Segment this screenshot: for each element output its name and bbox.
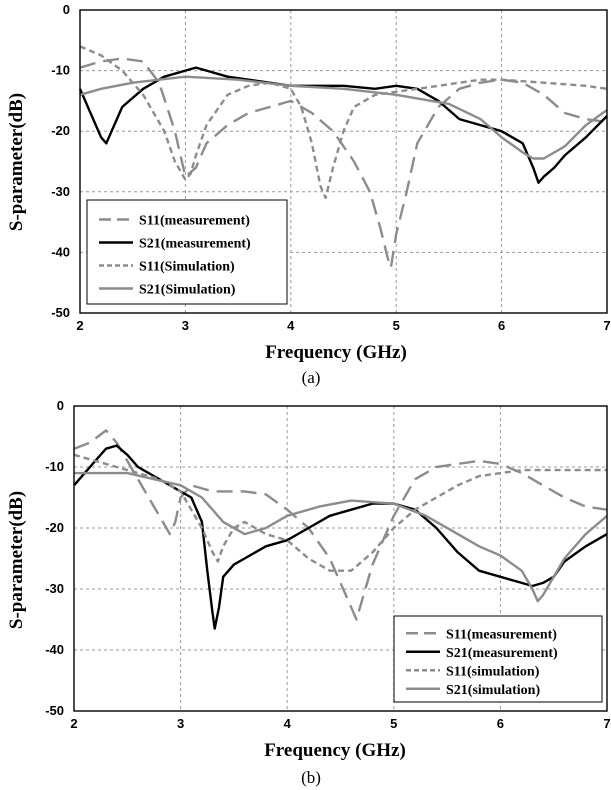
- chart-a-x-axis-label: Frequency (GHz): [265, 342, 407, 363]
- chart-a-legend-entry: S11(Simulation): [139, 260, 235, 275]
- chart-a-y-tick-label: -40: [51, 244, 70, 259]
- chart-a-series-line-3: [79, 75, 608, 160]
- chart-b-x-tick-label: 6: [497, 716, 504, 731]
- chart-a-plot-frame: [79, 9, 608, 314]
- chart-b-x-tick-label: 4: [284, 716, 292, 731]
- chart-a: 2 3 4 5 6 7 0 -10 -20 -30 -40 -50 Frequency (GHz) S-p…: [6, 2, 611, 387]
- chart-b-y-axis-label: S-parameter(dB): [6, 491, 27, 629]
- chart-b-y-tick-label: -10: [45, 459, 64, 474]
- chart-a-series-line-2: [79, 45, 608, 200]
- chart-a-x-tick-label: 6: [498, 318, 505, 333]
- chart-a-legend: S11(measurement) S21(measurement) S11(Simu…: [86, 199, 288, 305]
- chart-a-x-tick-label: 4: [287, 318, 295, 333]
- chart-b-x-axis-label: Frequency (GHz): [264, 740, 406, 761]
- chart-a-legend-entry: S11(measurement): [139, 214, 250, 229]
- chart-b-y-tick-label: -50: [45, 703, 64, 718]
- chart-b-legend: S11(measurement) S21(measurement) S11(simu…: [393, 615, 603, 703]
- chart-a-x-tick-label: 5: [393, 318, 400, 333]
- chart-a-caption: (a): [302, 368, 321, 387]
- chart-b-y-tick-label: -20: [45, 520, 64, 535]
- chart-a-x-tick-label: 2: [76, 318, 83, 333]
- chart-b-caption: (b): [301, 768, 321, 787]
- chart-b-series-line-0: [73, 429, 608, 621]
- chart-a-series-line-0: [79, 57, 608, 269]
- chart-b-series-line-1: [73, 444, 608, 630]
- chart-a-legend-box: [86, 199, 288, 305]
- chart-a-y-tick-label: -20: [51, 123, 70, 138]
- chart-a-legend-entry: S21(measurement): [139, 237, 251, 252]
- chart-b-y-tick-label: 0: [57, 398, 64, 413]
- chart-b-legend-entry: S11(measurement): [446, 627, 557, 642]
- chart-b-legend-entry: S21(simulation): [446, 683, 540, 698]
- chart-a-x-tick-label: 3: [182, 318, 189, 333]
- chart-b-legend-entry: S21(measurement): [446, 646, 558, 661]
- chart-b-x-tick-label: 3: [177, 716, 184, 731]
- chart-a-y-tick-label: -10: [51, 63, 70, 78]
- chart-b-series-line-3: [74, 471, 608, 603]
- chart-b-x-tick-label: 5: [390, 716, 397, 731]
- chart-b-x-tick-label: 2: [70, 716, 77, 731]
- chart-a-legend-entry: S21(Simulation): [139, 283, 236, 298]
- chart-b-x-tick-label: 7: [603, 716, 610, 731]
- chart-a-y-axis-label: S-parameter(dB): [6, 93, 27, 231]
- chart-a-series-line-1: [78, 66, 608, 184]
- chart-a-y-tick-label: -50: [51, 305, 70, 320]
- chart-a-x-tick-label: 7: [603, 318, 610, 333]
- chart-a-y-tick-label: 0: [63, 2, 70, 17]
- chart-a-y-tick-label: -30: [51, 184, 70, 199]
- chart-b-plot-frame: [73, 405, 608, 712]
- chart-b-y-tick-label: -30: [45, 581, 64, 596]
- chart-b-series-line-2: [73, 453, 607, 572]
- chart-b-legend-entry: S11(simulation): [446, 664, 540, 679]
- chart-b: 2 3 4 5 6 7 0 -10 -20 -30 -40 -50 Frequency (GHz) S-p…: [6, 398, 611, 787]
- chart-b-y-tick-label: -40: [45, 642, 64, 657]
